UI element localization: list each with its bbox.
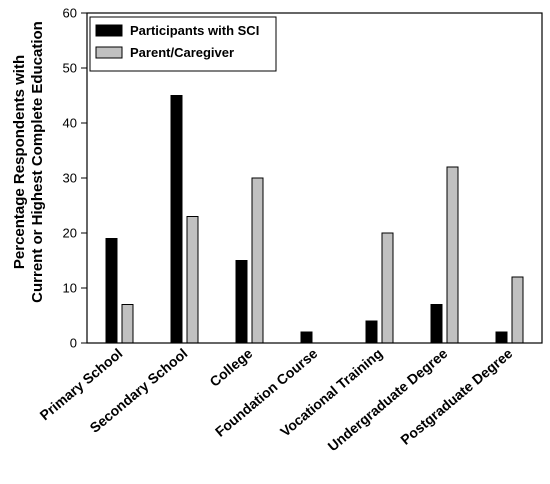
- legend-label: Participants with SCI: [130, 23, 259, 38]
- bar-parent-6: [511, 276, 524, 344]
- y-axis-title-line1: Percentage Respondents with: [11, 55, 28, 269]
- y-axis-title-line2: Current or Highest Complete Education: [29, 21, 46, 303]
- bar-sci-2: [235, 260, 248, 344]
- category-label: Postgraduate Degree: [397, 345, 515, 448]
- bar-parent-4: [381, 232, 394, 344]
- category-label: College: [206, 345, 255, 390]
- bar-sci-0: [105, 238, 118, 344]
- bar-sci-3: [300, 331, 313, 344]
- y-tick-label: 50: [63, 61, 77, 76]
- bar-parent-0: [121, 304, 134, 344]
- ticks-layer: 0 10 20 30 40 50 60: [63, 6, 87, 351]
- bar-parent-5: [446, 166, 459, 344]
- legend: Participants with SCI Parent/Caregiver: [89, 16, 277, 72]
- bar-sci-5: [430, 304, 443, 344]
- y-axis-title: Percentage Respondents with Current or H…: [11, 21, 46, 303]
- y-tick-label: 30: [63, 171, 77, 186]
- y-tick-label: 0: [70, 336, 77, 351]
- y-tick-label: 40: [63, 116, 77, 131]
- bar-sci-6: [495, 331, 508, 344]
- y-tick-label: 60: [63, 6, 77, 21]
- bar-sci-4: [365, 320, 378, 344]
- y-tick-label: 20: [63, 226, 77, 241]
- legend-label: Parent/Caregiver: [130, 45, 234, 60]
- bars-layer: [105, 95, 524, 344]
- bar-sci-1: [170, 95, 183, 344]
- category-label: Undergraduate Degree: [325, 345, 451, 454]
- y-tick-label: 10: [63, 281, 77, 296]
- bar-parent-2: [251, 177, 264, 344]
- bar-parent-1: [186, 216, 199, 344]
- legend-swatch: [95, 24, 123, 37]
- legend-swatch: [95, 46, 123, 59]
